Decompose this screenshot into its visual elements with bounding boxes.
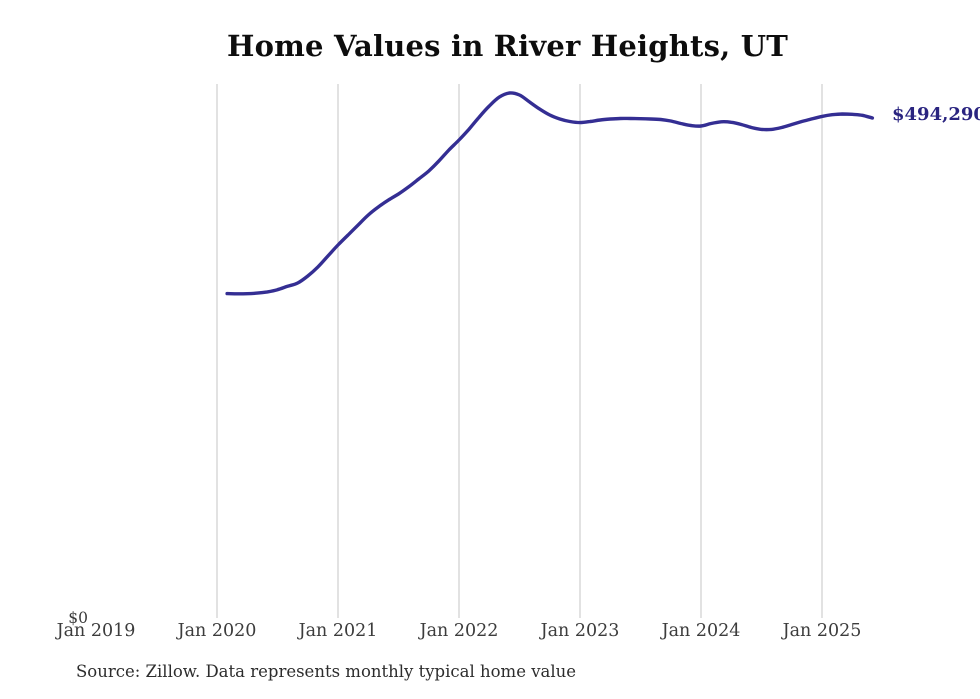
x-tick-label: Jan 2022 xyxy=(419,621,499,641)
x-tick-label: Jan 2020 xyxy=(177,621,257,641)
home-value-line xyxy=(225,91,875,296)
x-tick-label: Jan 2024 xyxy=(661,621,741,641)
x-tick-label: Jan 2023 xyxy=(540,621,620,641)
current-value-label: $494,290 xyxy=(892,104,980,125)
x-tick-label: Jan 2025 xyxy=(782,621,862,641)
y-axis-zero-label: $0 xyxy=(68,609,88,627)
source-note: Source: Zillow. Data represents monthly … xyxy=(76,662,577,681)
x-tick-label: Jan 2021 xyxy=(298,621,378,641)
chart-title: Home Values in River Heights, UT xyxy=(227,29,788,63)
gridlines xyxy=(216,84,823,618)
x-tick-label: Jan 2019 xyxy=(56,621,136,641)
